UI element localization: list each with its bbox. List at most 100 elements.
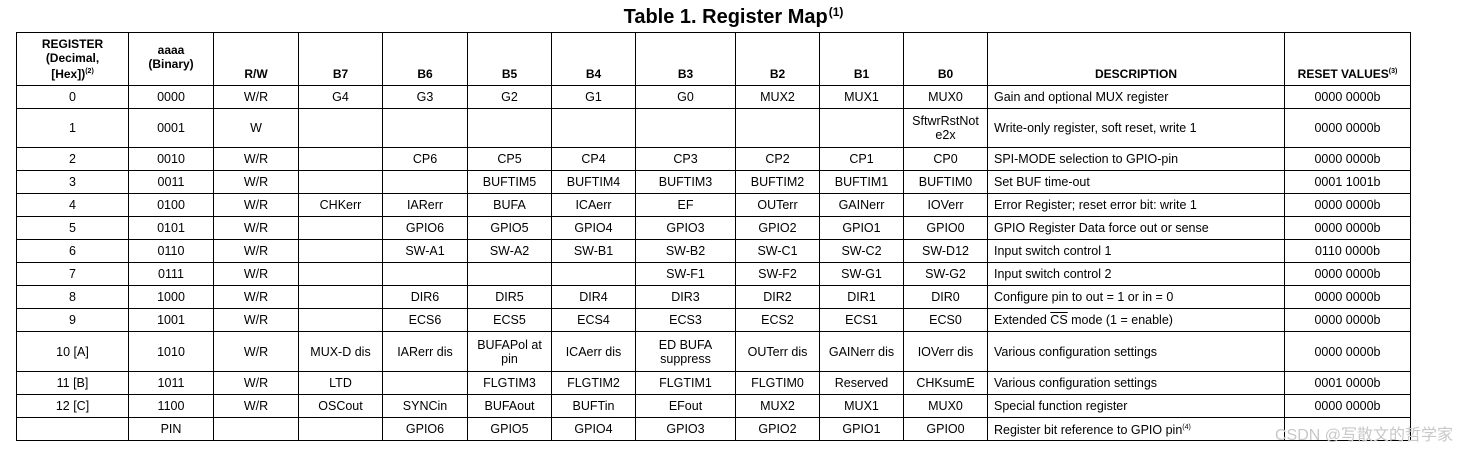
cell-b7: LTD bbox=[298, 371, 383, 395]
cell-aaaa: 0010 bbox=[128, 147, 214, 171]
cell-b4: BUFTIM4 bbox=[551, 170, 636, 194]
cell-register: 11 [B] bbox=[16, 371, 129, 395]
cell-register: 12 [C] bbox=[16, 394, 129, 418]
cell-rw: W/R bbox=[213, 308, 299, 332]
table-row: 4 0100 W/R CHKerr IARerr BUFA ICAerr EF … bbox=[16, 193, 1411, 217]
cell-b2: OUTerr dis bbox=[735, 331, 820, 372]
cell-register: 5 bbox=[16, 216, 129, 240]
cell-b0: CP0 bbox=[903, 147, 988, 171]
cell-b1: BUFTIM1 bbox=[819, 170, 904, 194]
header-b6: B6 bbox=[382, 32, 468, 86]
cell-b0: SW-D12 bbox=[903, 239, 988, 263]
cell-b4: GPIO4 bbox=[551, 417, 636, 441]
cell-b6: GPIO6 bbox=[382, 216, 468, 240]
cell-aaaa: 1100 bbox=[128, 394, 214, 418]
cell-b3: SW-B2 bbox=[635, 239, 736, 263]
cell-b5: CP5 bbox=[467, 147, 552, 171]
table-row: 5 0101 W/R GPIO6 GPIO5 GPIO4 GPIO3 GPIO2… bbox=[16, 216, 1411, 240]
cell-description: Gain and optional MUX register bbox=[987, 85, 1285, 109]
cell-b0: SftwrRstNot e2x bbox=[903, 108, 988, 148]
cell-b3: CP3 bbox=[635, 147, 736, 171]
cell-register: 7 bbox=[16, 262, 129, 286]
cell-b2: DIR2 bbox=[735, 285, 820, 309]
header-b0: B0 bbox=[903, 32, 988, 86]
cell-aaaa: 0111 bbox=[128, 262, 214, 286]
cell-reset: 0000 0000b bbox=[1284, 308, 1411, 332]
cell-reset: 0000 0000b bbox=[1284, 331, 1411, 372]
cell-b1: MUX1 bbox=[819, 85, 904, 109]
cell-b1: GPIO1 bbox=[819, 417, 904, 441]
table-row: 12 [C] 1100 W/R OSCout SYNCin BUFAout BU… bbox=[16, 394, 1411, 418]
header-register: REGISTER (Decimal, [Hex])(2) bbox=[16, 32, 129, 86]
cell-reset: 0000 0000b bbox=[1284, 216, 1411, 240]
table-row: 10 [A] 1010 W/R MUX-D dis IARerr dis BUF… bbox=[16, 331, 1411, 372]
cell-b1: MUX1 bbox=[819, 394, 904, 418]
cell-b5: BUFAPol at pin bbox=[467, 331, 552, 372]
cell-b0: IOVerr bbox=[903, 193, 988, 217]
table-row: 2 0010 W/R CP6 CP5 CP4 CP3 CP2 CP1 CP0 S… bbox=[16, 147, 1411, 171]
cell-aaaa: PIN bbox=[128, 417, 214, 441]
header-b3: B3 bbox=[635, 32, 736, 86]
cell-b2: OUTerr bbox=[735, 193, 820, 217]
cell-b3: SW-F1 bbox=[635, 262, 736, 286]
cell-b4: BUFTin bbox=[551, 394, 636, 418]
cell-b7 bbox=[298, 417, 383, 441]
cell-reset: 0110 0000b bbox=[1284, 239, 1411, 263]
cell-register: 0 bbox=[16, 85, 129, 109]
cell-b0: CHKsumE bbox=[903, 371, 988, 395]
cell-b7 bbox=[298, 147, 383, 171]
table-row: 3 0011 W/R BUFTIM5 BUFTIM4 BUFTIM3 BUFTI… bbox=[16, 170, 1411, 194]
table-title-text: Table 1. Register Map bbox=[623, 6, 828, 28]
table-row: 7 0111 W/R SW-F1 SW-F2 SW-G1 SW-G2 Input… bbox=[16, 262, 1411, 286]
cell-reset: 0001 1001b bbox=[1284, 170, 1411, 194]
cell-reset: 0000 0000b bbox=[1284, 394, 1411, 418]
cell-register: 8 bbox=[16, 285, 129, 309]
cell-aaaa: 1001 bbox=[128, 308, 214, 332]
cell-b0: BUFTIM0 bbox=[903, 170, 988, 194]
cell-b3: FLGTIM1 bbox=[635, 371, 736, 395]
cell-b6: SW-A1 bbox=[382, 239, 468, 263]
cell-b7 bbox=[298, 216, 383, 240]
cell-rw bbox=[213, 417, 299, 441]
cell-b3: BUFTIM3 bbox=[635, 170, 736, 194]
cell-b7: MUX-D dis bbox=[298, 331, 383, 372]
cell-rw: W/R bbox=[213, 216, 299, 240]
cell-b3: G0 bbox=[635, 85, 736, 109]
cell-b6: CP6 bbox=[382, 147, 468, 171]
cell-b5: GPIO5 bbox=[467, 417, 552, 441]
cell-rw: W/R bbox=[213, 85, 299, 109]
cell-b4: DIR4 bbox=[551, 285, 636, 309]
cell-reset: 0000 0000b bbox=[1284, 285, 1411, 309]
cell-reset: 0000 0000b bbox=[1284, 85, 1411, 109]
cell-b6: ECS6 bbox=[382, 308, 468, 332]
header-rw: R/W bbox=[213, 32, 299, 86]
cell-rw: W/R bbox=[213, 285, 299, 309]
cell-b6 bbox=[382, 108, 468, 148]
cell-b5 bbox=[467, 108, 552, 148]
cell-b4: FLGTIM2 bbox=[551, 371, 636, 395]
cell-b5: G2 bbox=[467, 85, 552, 109]
cell-b6: IARerr bbox=[382, 193, 468, 217]
cell-b2: GPIO2 bbox=[735, 417, 820, 441]
cell-description: Write-only register, soft reset, write 1 bbox=[987, 108, 1285, 148]
header-row: REGISTER (Decimal, [Hex])(2) aaaa (Binary) … bbox=[16, 32, 1411, 86]
cell-b0: SW-G2 bbox=[903, 262, 988, 286]
cell-b1: SW-G1 bbox=[819, 262, 904, 286]
cell-b7: OSCout bbox=[298, 394, 383, 418]
cell-b3: EFout bbox=[635, 394, 736, 418]
cell-description: Error Register; reset error bit: write 1 bbox=[987, 193, 1285, 217]
cell-b7 bbox=[298, 285, 383, 309]
cell-b2 bbox=[735, 108, 820, 148]
cell-b6: DIR6 bbox=[382, 285, 468, 309]
cell-b1: CP1 bbox=[819, 147, 904, 171]
cell-b2: MUX2 bbox=[735, 85, 820, 109]
cell-b2: GPIO2 bbox=[735, 216, 820, 240]
cell-b6 bbox=[382, 371, 468, 395]
cell-aaaa: 0110 bbox=[128, 239, 214, 263]
cell-b4 bbox=[551, 108, 636, 148]
header-b7: B7 bbox=[298, 32, 383, 86]
cell-b1: SW-C2 bbox=[819, 239, 904, 263]
cell-description: Register bit reference to GPIO pin(4) bbox=[987, 417, 1285, 441]
cell-b7: G4 bbox=[298, 85, 383, 109]
cell-b3 bbox=[635, 108, 736, 148]
